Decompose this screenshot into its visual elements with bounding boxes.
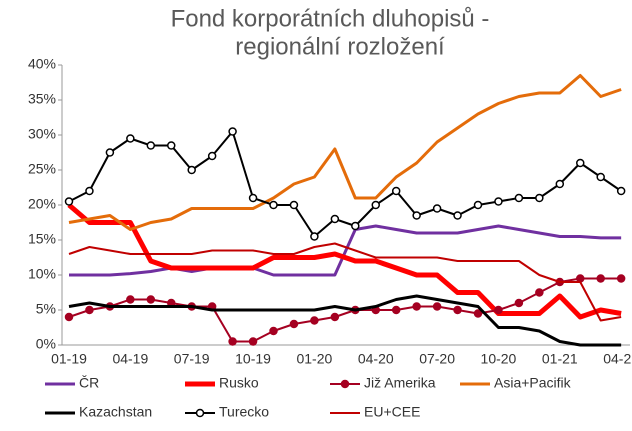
x-tick-label: 04-20 [358,351,394,367]
point [126,295,135,304]
point [432,204,442,213]
x-tick-label: 01-19 [51,351,87,367]
legend-label: Turecko [219,404,269,420]
point [412,302,421,311]
point [289,200,299,210]
y-tick-label: 30% [28,126,56,142]
series-line [69,224,622,277]
y-tick-label: 0% [36,336,56,352]
point [535,193,544,203]
point [126,134,135,143]
series-line [68,130,622,238]
point [535,288,544,297]
x-tick-label: 01-20 [296,351,332,367]
point [351,221,360,231]
point [146,141,156,150]
point [269,200,278,210]
y-tick-label: 35% [28,91,56,107]
point [576,274,585,283]
point [576,158,585,168]
point [473,200,483,210]
series-line [67,203,622,320]
y-tick-label: 15% [28,231,56,247]
point [248,193,258,203]
x-tick-label: 10-19 [235,351,271,367]
point [494,305,503,315]
series-line [68,294,622,347]
legend-label: Rusko [219,375,259,391]
point [269,326,278,336]
point [453,305,462,315]
point [64,197,74,206]
point [514,298,524,308]
point [330,214,340,224]
y-tick-label: 25% [28,161,56,177]
point [596,172,605,182]
series-line [68,74,622,231]
point [371,200,380,210]
point [453,211,462,220]
x-tick-label: 10-20 [481,351,517,367]
legend-label: Asia+Pacifik [494,375,572,391]
y-tick-label: 10% [28,266,56,282]
point [596,274,605,283]
x-tick-label: 07-20 [419,351,455,367]
legend-marker [195,408,205,418]
point [391,305,401,315]
point [391,186,401,196]
point [146,295,156,304]
point [105,148,115,157]
legend-label: Kazachstan [79,404,152,420]
legend-label: ČR [79,375,99,391]
point [616,274,626,283]
y-tick-label: 5% [36,301,56,317]
point [555,179,565,189]
point [228,337,237,346]
point [310,232,319,241]
x-tick-label: 01-21 [542,351,578,367]
x-tick-label: 04-19 [112,351,148,367]
point [289,319,299,329]
point [228,127,237,136]
point [167,141,176,150]
x-tick-label: 04-21 [603,351,632,367]
legend-label: Již Amerika [364,375,436,391]
x-tick-label: 07-19 [174,351,210,367]
point [64,312,74,322]
point [85,305,94,315]
legend-label: EU+CEE [364,404,420,420]
chart-title: regionální rozložení [235,33,445,60]
point [85,186,94,196]
point [248,337,258,346]
series-line [68,277,622,343]
point [330,312,340,322]
series-line [68,242,622,322]
point [412,211,421,220]
point [187,165,196,175]
point [473,309,483,318]
point [514,193,524,203]
legend-marker [340,379,350,389]
point [310,316,319,325]
chart-title: Fond korporátních dluhopisů - [171,5,490,32]
point [494,197,503,206]
y-tick-label: 40% [28,56,56,72]
point [616,186,626,196]
y-tick-label: 20% [28,196,56,212]
point [432,302,442,311]
point [207,151,217,161]
